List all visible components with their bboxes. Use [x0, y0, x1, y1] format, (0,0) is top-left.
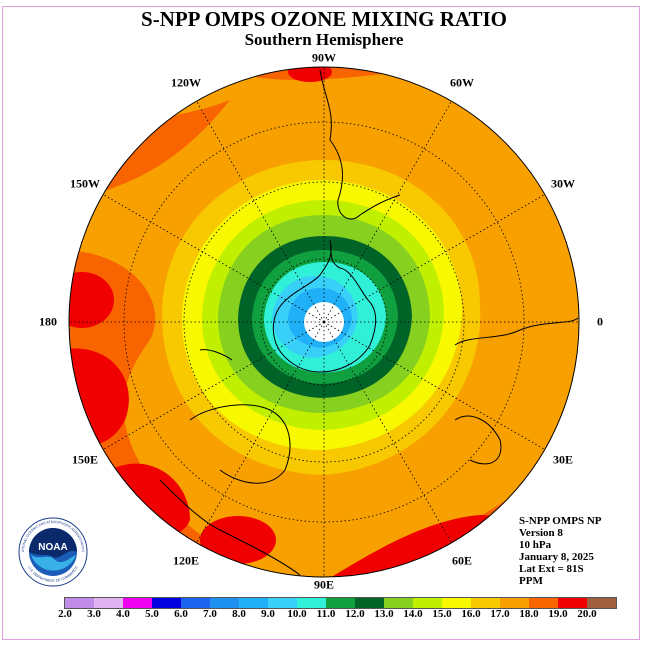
color-swatch	[94, 598, 123, 608]
coast-australia	[189, 404, 291, 484]
color-swatch	[587, 598, 616, 608]
longitude-label: 120W	[171, 75, 201, 90]
color-scale-ticks: 2.0 3.0 4.0 5.0 6.0 7.0 8.0 9.0 10.0 11.0 12.0 13.0…	[58, 608, 597, 622]
info-pressure: 10 hPa	[519, 539, 552, 551]
longitude-label: 120E	[172, 553, 200, 568]
info-lat-ext: Lat Ext = 81S	[519, 563, 584, 575]
scale-tick-label: 16.0	[461, 608, 481, 620]
longitude-label: 150E	[71, 452, 98, 467]
meridian-line	[196, 100, 325, 323]
noaa-text: NOAA	[38, 542, 67, 553]
scale-tick-label: 4.0	[116, 608, 130, 620]
longitude-label: 180	[39, 314, 57, 329]
color-swatch	[471, 598, 500, 608]
longitude-label: 90W	[312, 50, 336, 65]
scale-tick-label: 11.0	[316, 608, 336, 620]
longitude-label: 150W	[69, 176, 100, 191]
color-swatch	[558, 598, 587, 608]
scale-tick-label: 19.0	[548, 608, 568, 620]
coast-island-a	[199, 349, 233, 361]
longitude-label: 60W	[450, 75, 474, 90]
scale-tick-label: 18.0	[519, 608, 539, 620]
scale-tick-label: 15.0	[432, 608, 452, 620]
meridian-line	[323, 194, 546, 323]
contour-19-b	[69, 272, 114, 328]
longitude-label: 90E	[313, 577, 335, 592]
color-swatch	[355, 598, 384, 608]
color-swatch	[326, 598, 355, 608]
scale-tick-label: 5.0	[145, 608, 159, 620]
coast-south-america	[319, 69, 401, 220]
color-swatch	[210, 598, 239, 608]
lat-circle-1	[260, 258, 388, 386]
scale-tick-label: 7.0	[203, 608, 217, 620]
color-swatch	[268, 598, 297, 608]
scale-tick-label: 2.0	[58, 608, 72, 620]
coast-antarctica	[272, 239, 377, 373]
color-swatch	[500, 598, 529, 608]
scale-tick-label: 14.0	[403, 608, 423, 620]
noaa-logo: NOAA NATIONAL OCEANIC AND ATMOSPHERIC AD…	[18, 517, 88, 587]
page-title: S-NPP OMPS OZONE MIXING RATIO	[141, 7, 507, 31]
scale-tick-label: 3.0	[87, 608, 101, 620]
scale-tick-label: 12.0	[345, 608, 365, 620]
scale-tick-label: 17.0	[490, 608, 510, 620]
meridian-line	[323, 321, 452, 544]
longitude-label: 30E	[553, 452, 574, 467]
scale-tick-label: 13.0	[374, 608, 394, 620]
coast-madagascar	[454, 415, 502, 465]
scale-tick-label: 20.0	[577, 608, 597, 620]
color-swatch	[384, 598, 413, 608]
scale-tick-label: 6.0	[174, 608, 188, 620]
color-swatch	[297, 598, 326, 608]
contour-19-e	[200, 516, 276, 564]
scale-tick-label: 8.0	[232, 608, 246, 620]
longitude-label: 0	[597, 314, 603, 329]
info-version: Version 8	[519, 527, 563, 539]
color-swatch	[65, 598, 94, 608]
longitude-label: 60E	[451, 553, 473, 568]
color-swatch	[442, 598, 471, 608]
color-swatch	[239, 598, 268, 608]
color-swatch	[123, 598, 152, 608]
scale-tick-label: 10.0	[287, 608, 307, 620]
info-block: S-NPP OMPS NP Version 8 10 hPa January 8…	[519, 515, 602, 587]
coast-africa	[454, 317, 579, 346]
meridian-line	[102, 321, 325, 450]
coast-indonesia	[159, 479, 301, 576]
frame	[2, 6, 640, 640]
color-swatch	[181, 598, 210, 608]
meridian-line	[196, 321, 325, 544]
longitude-label: 30W	[551, 176, 576, 191]
meridian-line	[323, 321, 546, 450]
color-swatch	[413, 598, 442, 608]
info-units: PPM	[519, 575, 543, 587]
page-subtitle: Southern Hemisphere	[244, 30, 404, 49]
color-scale-bar	[64, 597, 617, 609]
map-border	[68, 66, 580, 578]
color-swatch	[152, 598, 181, 608]
info-instrument: S-NPP OMPS NP	[519, 515, 602, 527]
meridian-line	[102, 194, 325, 323]
info-date: January 8, 2025	[519, 551, 594, 563]
meridian-line	[323, 100, 452, 323]
color-swatch	[529, 598, 558, 608]
scale-tick-label: 9.0	[261, 608, 275, 620]
